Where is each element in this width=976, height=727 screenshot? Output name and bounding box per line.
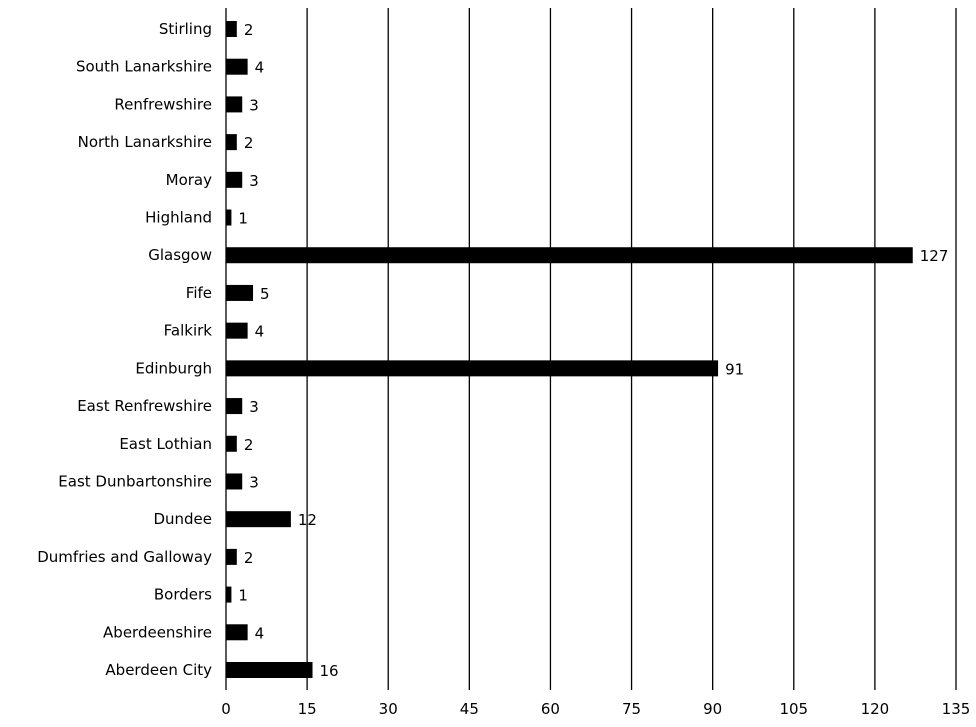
bar xyxy=(226,360,719,377)
x-tick-label: 75 xyxy=(622,700,641,718)
data-label: 2 xyxy=(244,436,254,454)
data-label: 3 xyxy=(249,172,259,190)
data-label: 12 xyxy=(298,511,317,529)
data-label: 2 xyxy=(244,549,254,567)
category-label: Highland xyxy=(145,209,212,227)
category-label: East Dunbartonshire xyxy=(58,472,212,490)
x-tick-label: 0 xyxy=(221,700,231,718)
bar xyxy=(226,511,291,528)
data-label: 1 xyxy=(238,587,248,605)
x-tick-label: 30 xyxy=(379,700,398,718)
bar xyxy=(226,586,232,603)
x-tick-label: 60 xyxy=(541,700,560,718)
data-label: 3 xyxy=(249,473,259,491)
category-label: Stirling xyxy=(159,20,212,38)
bar xyxy=(226,284,254,301)
data-label: 3 xyxy=(249,398,259,416)
category-label: East Lothian xyxy=(119,435,212,453)
category-label: Glasgow xyxy=(148,246,212,264)
bar xyxy=(226,435,237,452)
data-label: 2 xyxy=(244,21,254,39)
data-label: 4 xyxy=(255,323,265,341)
bar xyxy=(226,21,237,37)
x-tick-label: 90 xyxy=(703,700,722,718)
category-label: Aberdeen City xyxy=(105,661,212,679)
x-tick-label: 15 xyxy=(298,700,317,718)
category-label: North Lanarkshire xyxy=(78,133,212,151)
gridlines xyxy=(225,8,957,690)
bar xyxy=(226,398,243,415)
category-label: South Lanarkshire xyxy=(76,58,212,76)
category-label: Borders xyxy=(154,586,212,604)
x-tick-label: 45 xyxy=(460,700,479,718)
data-label: 5 xyxy=(260,285,270,303)
category-label: Edinburgh xyxy=(135,359,212,377)
bar xyxy=(226,662,313,678)
data-label: 3 xyxy=(249,96,259,114)
x-tick-label: 105 xyxy=(779,700,808,718)
data-label: 1 xyxy=(238,210,248,228)
data-label: 91 xyxy=(725,360,744,378)
bar xyxy=(226,548,237,565)
bar xyxy=(226,322,248,339)
bar xyxy=(226,96,243,113)
category-label: East Renfrewshire xyxy=(77,397,212,415)
bar xyxy=(226,58,248,75)
data-label: 4 xyxy=(255,59,265,77)
x-tick-label: 135 xyxy=(942,700,971,718)
data-label: 4 xyxy=(255,624,265,642)
bar xyxy=(226,209,232,226)
bar xyxy=(226,171,243,188)
data-label: 2 xyxy=(244,134,254,152)
category-label: Renfrewshire xyxy=(114,95,212,113)
category-label: Fife xyxy=(186,284,212,302)
bar xyxy=(226,624,248,641)
bar xyxy=(226,473,243,490)
category-label: Moray xyxy=(166,171,212,189)
category-label: Falkirk xyxy=(164,322,213,340)
category-label: Dundee xyxy=(153,510,212,528)
data-label: 16 xyxy=(320,662,339,680)
bars xyxy=(226,21,913,678)
category-label: Dumfries and Galloway xyxy=(37,548,212,566)
data-label: 127 xyxy=(920,247,949,265)
bar xyxy=(226,247,913,264)
category-label: Aberdeenshire xyxy=(103,623,212,641)
x-tick-label: 120 xyxy=(861,700,890,718)
bar xyxy=(226,134,237,151)
